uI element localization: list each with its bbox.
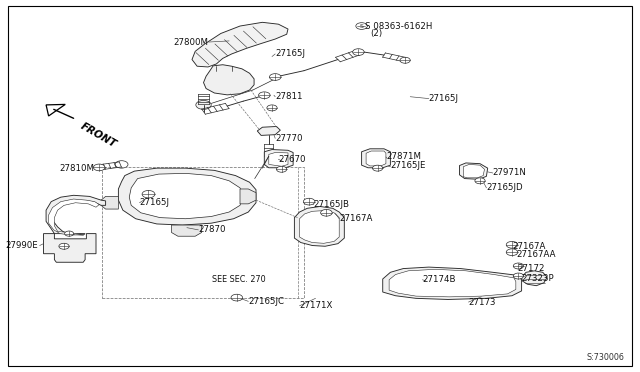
Text: 27670: 27670: [278, 155, 306, 164]
Text: SEE SEC. 270: SEE SEC. 270: [212, 275, 266, 284]
Polygon shape: [49, 199, 99, 235]
Text: (2): (2): [370, 29, 382, 38]
Text: 27165JC: 27165JC: [248, 297, 284, 306]
Circle shape: [65, 231, 74, 236]
Polygon shape: [294, 206, 344, 246]
Bar: [102, 167, 304, 298]
Polygon shape: [118, 168, 256, 225]
Text: 27810M: 27810M: [60, 164, 95, 173]
Circle shape: [59, 243, 69, 249]
Polygon shape: [362, 149, 390, 168]
Polygon shape: [172, 225, 202, 236]
Text: 27770: 27770: [275, 134, 303, 143]
Polygon shape: [101, 196, 118, 209]
Polygon shape: [257, 126, 280, 135]
Bar: [58, 253, 82, 260]
Circle shape: [513, 273, 524, 279]
Polygon shape: [264, 150, 293, 168]
Polygon shape: [366, 151, 386, 166]
Text: 27167A: 27167A: [512, 242, 545, 251]
Text: 27165JB: 27165JB: [314, 200, 349, 209]
Text: 27990E: 27990E: [6, 241, 38, 250]
Circle shape: [142, 190, 155, 198]
Circle shape: [267, 105, 277, 111]
Circle shape: [259, 92, 270, 99]
Circle shape: [475, 178, 485, 184]
Polygon shape: [463, 164, 484, 178]
Polygon shape: [240, 189, 256, 204]
Text: 27172: 27172: [517, 264, 545, 273]
Circle shape: [356, 23, 367, 29]
Text: S 08363-6162H: S 08363-6162H: [365, 22, 432, 31]
Text: 27811: 27811: [275, 92, 303, 101]
Circle shape: [269, 74, 281, 80]
Text: 27174B: 27174B: [422, 275, 456, 284]
Text: S: S: [360, 23, 364, 29]
Text: 27171X: 27171X: [300, 301, 333, 310]
Polygon shape: [522, 271, 547, 286]
Circle shape: [513, 263, 524, 269]
Text: 27173: 27173: [468, 298, 496, 307]
Polygon shape: [383, 267, 522, 299]
Polygon shape: [129, 173, 243, 219]
Circle shape: [303, 198, 315, 205]
Circle shape: [400, 57, 410, 63]
Circle shape: [276, 166, 287, 172]
Polygon shape: [269, 153, 288, 166]
Text: 27165JE: 27165JE: [390, 161, 426, 170]
Circle shape: [231, 294, 243, 301]
Text: 27165J: 27165J: [140, 198, 170, 207]
Text: 27167A: 27167A: [339, 214, 372, 223]
Polygon shape: [300, 211, 339, 243]
Text: 27165JD: 27165JD: [486, 183, 523, 192]
Polygon shape: [44, 234, 96, 262]
Bar: [216, 74, 242, 89]
Text: 27971N: 27971N: [493, 169, 527, 177]
Text: S:730006: S:730006: [586, 353, 624, 362]
Circle shape: [196, 100, 211, 109]
Circle shape: [353, 49, 364, 55]
Circle shape: [321, 209, 332, 216]
Polygon shape: [192, 22, 288, 67]
Text: 27870: 27870: [198, 225, 226, 234]
Text: 27871M: 27871M: [386, 153, 421, 161]
Text: 27165J: 27165J: [275, 49, 305, 58]
Text: 27323P: 27323P: [522, 274, 554, 283]
Polygon shape: [460, 163, 488, 179]
Polygon shape: [46, 105, 65, 116]
Circle shape: [506, 241, 518, 248]
Polygon shape: [204, 65, 254, 95]
Text: 27167AA: 27167AA: [516, 250, 556, 259]
Polygon shape: [389, 269, 516, 297]
Circle shape: [93, 164, 105, 171]
Text: FRONT: FRONT: [79, 121, 118, 150]
Circle shape: [372, 165, 383, 171]
Text: 27800M: 27800M: [173, 38, 208, 46]
Polygon shape: [46, 195, 106, 235]
Circle shape: [115, 161, 128, 168]
Text: 27165J: 27165J: [429, 94, 459, 103]
Circle shape: [506, 249, 518, 256]
